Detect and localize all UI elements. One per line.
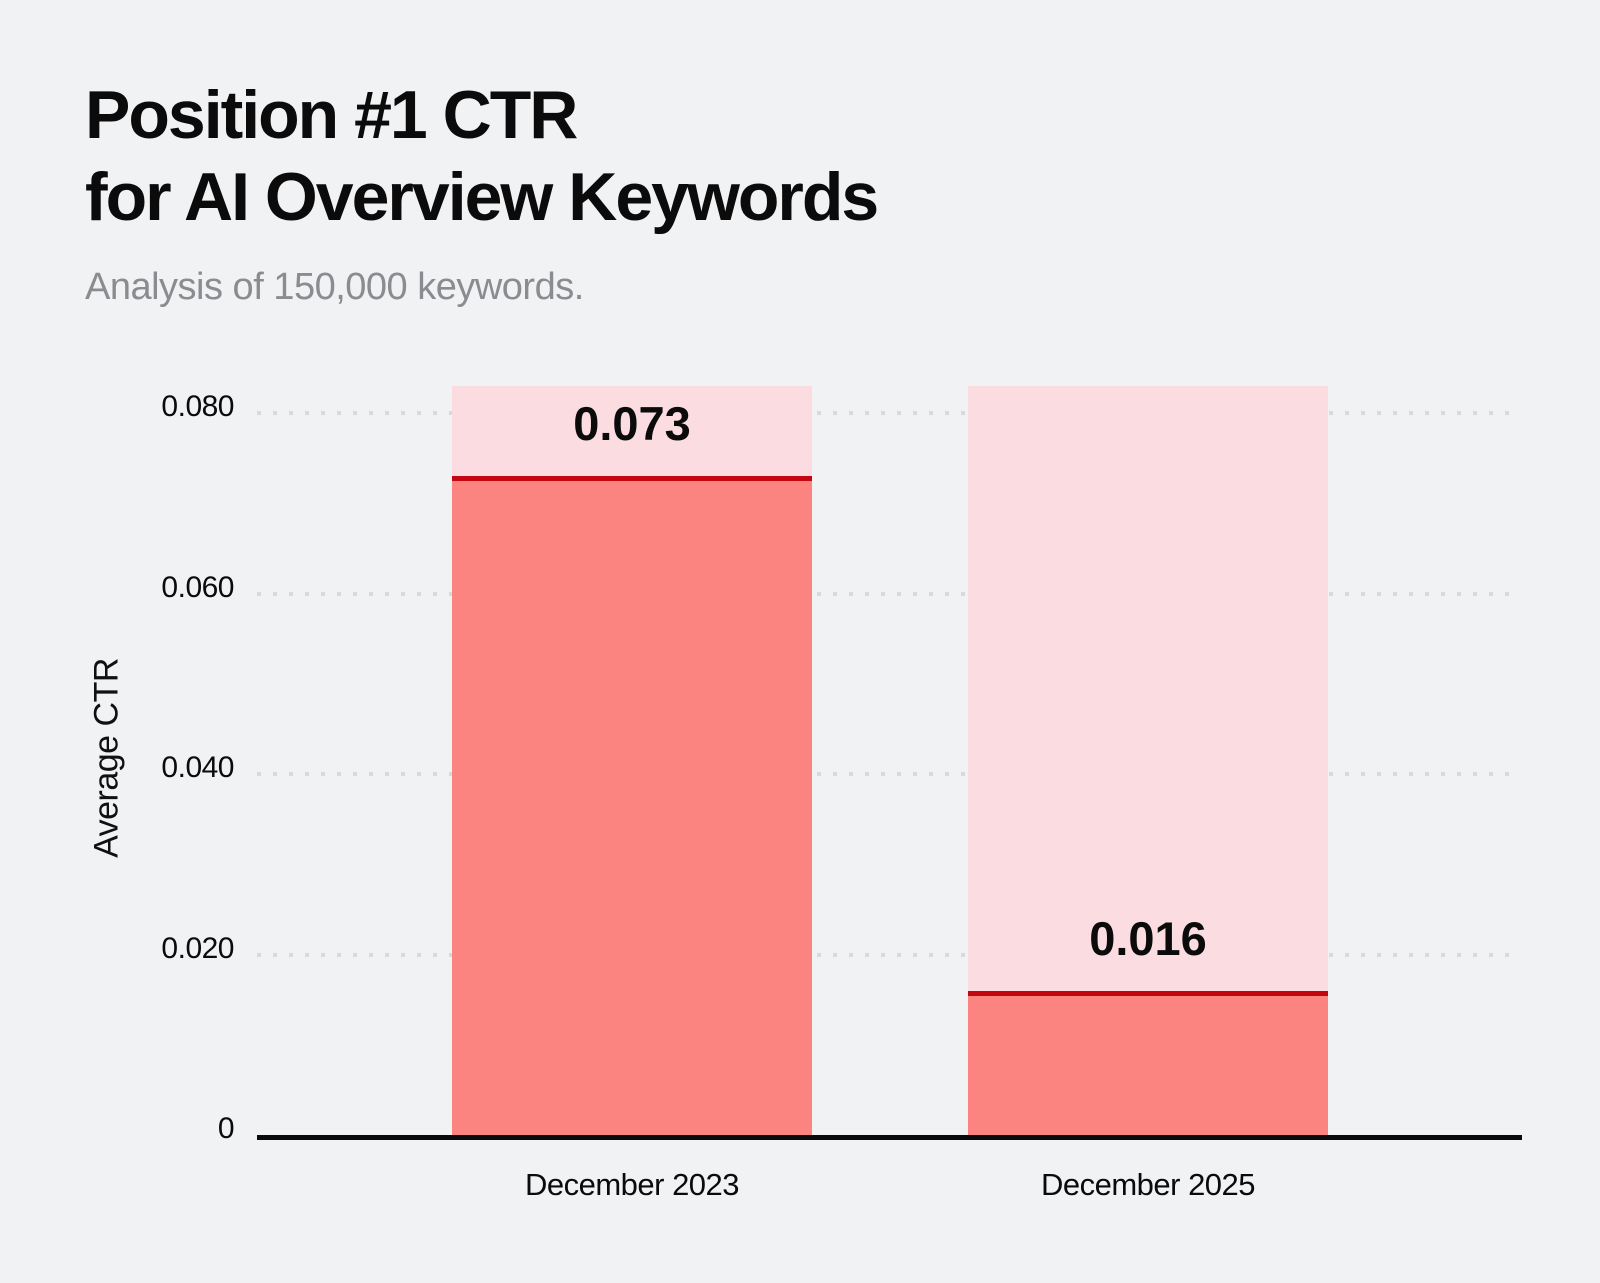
gridline (257, 772, 1520, 776)
y-tick-label: 0.020 (161, 931, 234, 965)
bar-value-label: 0.016 (1089, 911, 1207, 965)
gridline (257, 591, 1520, 596)
x-tick-label-december-2025: December 2025 (1040, 1167, 1256, 1202)
chart-subtitle: Analysis of 150,000 keywords. (85, 266, 584, 308)
y-tick-label: 0 (217, 1112, 235, 1145)
chart-title-line2: for AI Overview Keywords (85, 159, 879, 235)
bar-fill (452, 476, 812, 1135)
plot-area: 0.080 0.060 0.040 0.020 0 0.073 0.016 (161, 386, 1522, 1145)
bar-december-2025: 0.016 (968, 386, 1328, 1135)
y-tick-label: 0.060 (161, 570, 234, 604)
bar-value-label: 0.073 (573, 397, 691, 451)
chart-title: Position #1 CTR for AI Overview Keywords (85, 74, 879, 238)
x-axis-line (257, 1135, 1522, 1140)
chart-title-line1: Position #1 CTR (85, 77, 578, 153)
gridline (257, 411, 1520, 416)
bar-december-2023: 0.073 (452, 386, 812, 1135)
header: Position #1 CTR for AI Overview Keywords… (85, 74, 879, 309)
y-tick-label: 0.080 (161, 390, 234, 424)
bar-fill (968, 990, 1328, 1135)
y-axis-title: Average CTR (87, 658, 126, 858)
y-tick-label: 0.040 (161, 751, 234, 784)
gridline (257, 952, 1520, 957)
x-tick-label-december-2023: December 2023 (524, 1167, 740, 1202)
